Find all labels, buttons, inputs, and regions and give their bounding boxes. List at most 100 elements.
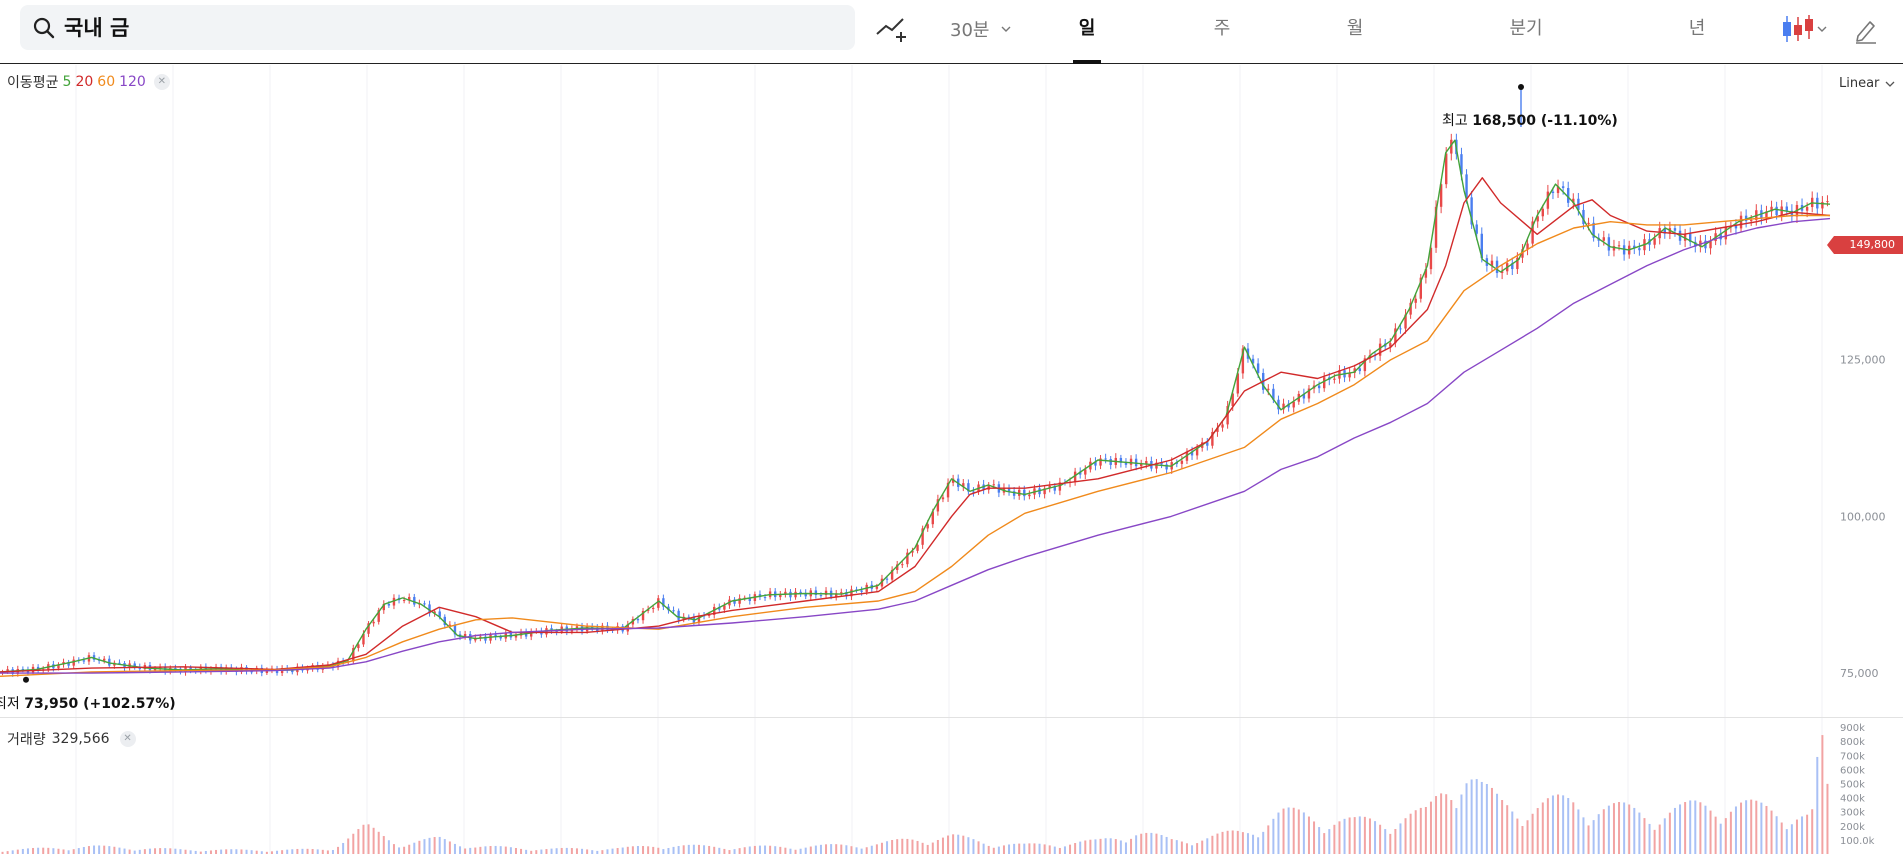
volume-bar	[1292, 807, 1295, 854]
tab-month[interactable]: 월	[1346, 18, 1364, 39]
volume-bar	[281, 850, 284, 854]
volume-bar	[1704, 805, 1707, 854]
ma20-label: 20	[75, 74, 94, 90]
volume-tick-label: 500k	[1840, 779, 1865, 790]
candle-body	[352, 648, 355, 662]
candle-body	[382, 603, 385, 611]
tab-day[interactable]: 일	[1078, 18, 1096, 39]
volume-bar	[1008, 844, 1011, 854]
candle-body	[941, 497, 945, 500]
ma60-line	[0, 214, 1830, 677]
volume-bar	[997, 846, 1000, 854]
candle-body	[972, 491, 975, 493]
candle-body	[1429, 247, 1433, 270]
volume-bar	[357, 829, 360, 854]
pencil-icon[interactable]	[1852, 14, 1880, 44]
candle-body	[962, 483, 965, 487]
candle-body	[1109, 458, 1112, 465]
volume-bar	[1496, 793, 1499, 854]
volume-bar	[799, 848, 802, 854]
volume-bar	[804, 847, 807, 854]
volume-bar	[1318, 827, 1321, 854]
candle-body	[697, 615, 701, 623]
search-input[interactable]: 국내 금	[20, 5, 855, 50]
volume-bar	[687, 844, 690, 854]
candle-body	[1256, 363, 1260, 374]
volume-bar	[215, 849, 218, 854]
close-icon[interactable]: ✕	[153, 74, 170, 90]
candle-body	[906, 552, 909, 565]
volume-bar	[1074, 843, 1077, 854]
volume-bar	[977, 841, 980, 854]
candle-body	[1145, 461, 1148, 464]
volume-bar	[1745, 800, 1748, 854]
candle-body	[1302, 393, 1306, 399]
volume-bar	[753, 845, 756, 854]
scale-dropdown[interactable]: Linear	[1839, 76, 1895, 91]
volume-bar	[1623, 802, 1626, 854]
candle-body	[1805, 207, 1809, 211]
volume-bar	[362, 824, 365, 854]
candle-body	[641, 610, 645, 621]
volume-bar	[535, 850, 538, 854]
candle-body	[835, 593, 838, 597]
volume-chart[interactable]: 100.0k 200k 300k 400k 500k 600k 700k 800k 900k	[0, 718, 1903, 854]
volume-bar	[1653, 829, 1656, 854]
volume-bar	[1226, 830, 1229, 854]
volume-bar	[1612, 803, 1615, 854]
candle-body	[1546, 191, 1550, 209]
volume-bar	[1282, 808, 1285, 854]
candle-body	[1317, 385, 1321, 389]
volume-bar	[906, 838, 909, 854]
volume-bar	[713, 846, 716, 854]
candle-body	[433, 611, 436, 614]
volume-bar	[865, 847, 868, 854]
search-value: 국내 금	[64, 16, 130, 40]
price-chart[interactable]: 75,000 100,000 125,000	[0, 65, 1903, 717]
candle-body	[951, 478, 955, 483]
candle-body	[174, 667, 177, 669]
ma5-label: 5	[62, 74, 72, 90]
candle-body	[1165, 464, 1168, 470]
volume-bar	[352, 833, 355, 854]
tab-quarter[interactable]: 분기	[1509, 18, 1543, 39]
volume-bar	[72, 849, 75, 854]
chevron-down-icon	[1885, 81, 1895, 87]
tab-year[interactable]: 년	[1688, 18, 1706, 39]
volume-bar	[703, 845, 706, 854]
volume-bar	[337, 846, 340, 854]
volume-bar	[199, 851, 202, 854]
y-tick-label: 125,000	[1840, 354, 1886, 367]
close-icon[interactable]: ✕	[119, 731, 136, 747]
volume-bar	[1475, 779, 1478, 854]
candle-body	[1195, 447, 1199, 456]
candle-body	[804, 593, 807, 597]
candle-body	[1007, 487, 1011, 492]
volume-bar	[657, 847, 660, 854]
indicator-add-icon[interactable]	[874, 14, 910, 44]
volume-bar	[1404, 818, 1407, 854]
candle-body	[372, 621, 375, 624]
candle-body	[672, 610, 675, 612]
volume-bar	[743, 847, 746, 854]
candle-body	[133, 663, 136, 667]
volume-bar	[1104, 838, 1107, 854]
tab-week[interactable]: 주	[1213, 18, 1231, 39]
candle-body	[408, 596, 411, 601]
candle-body	[392, 597, 396, 606]
candle-body	[687, 616, 690, 618]
candle-body	[1739, 215, 1743, 229]
volume-tick-label: 100.0k	[1840, 836, 1875, 847]
candle-body	[1292, 401, 1295, 408]
candle-body	[291, 670, 294, 673]
volume-bar	[1038, 843, 1041, 854]
volume-bar	[245, 849, 248, 854]
candle-body	[367, 623, 370, 634]
candlestick-icon[interactable]	[1778, 13, 1828, 45]
volume-bar	[67, 850, 70, 854]
volume-bar	[794, 849, 797, 854]
volume-bar	[1795, 819, 1798, 854]
low-annotation-prefix: 최저	[0, 696, 20, 712]
interval-dropdown[interactable]: 30분	[950, 14, 1011, 44]
volume-bar	[1551, 795, 1554, 854]
